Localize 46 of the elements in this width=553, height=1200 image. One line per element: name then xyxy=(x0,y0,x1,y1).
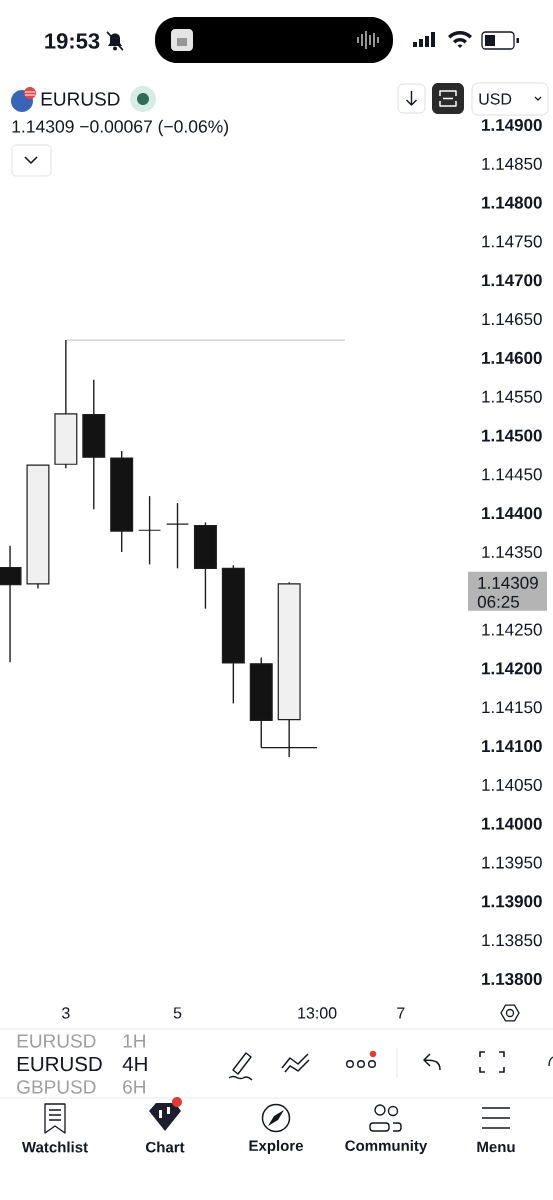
y-tick-label: 1.13950 xyxy=(482,856,542,869)
candlestick xyxy=(138,495,162,566)
text: Explore xyxy=(249,1139,303,1154)
text: GBPUSD xyxy=(17,1080,96,1094)
y-tick-label: 1.14100 xyxy=(482,740,542,753)
text: 06:25 xyxy=(477,595,520,608)
y-tick-label: 1.14850 xyxy=(482,157,542,170)
text: 6H xyxy=(123,1080,145,1094)
y-tick-label: 1.14400 xyxy=(482,507,542,520)
y-tick-label: 1.14250 xyxy=(482,623,542,636)
text: USD xyxy=(479,93,512,105)
y-tick-label: 1.14500 xyxy=(482,429,542,442)
y-tick-label: 1.14150 xyxy=(482,701,542,714)
y-tick-label: 1.14000 xyxy=(482,817,542,830)
y-tick-label: 1.14450 xyxy=(482,468,542,481)
text: EURUSD xyxy=(17,1034,96,1048)
text: 1H xyxy=(123,1034,145,1048)
y-tick-label: 1.14900 xyxy=(482,118,542,132)
text: EURUSD xyxy=(17,1056,102,1072)
text: Community xyxy=(345,1139,428,1154)
y-tick-label: 1.14650 xyxy=(482,313,542,326)
y-tick-label: 1.14350 xyxy=(482,545,542,559)
y-tick-label: 1.14200 xyxy=(482,662,542,675)
text: 19:53 xyxy=(45,33,100,49)
y-tick-label: 1.13900 xyxy=(482,895,542,908)
chart-subtitle: 1.14309 −0.00067 (−0.06%) xyxy=(12,119,229,137)
y-tick-label: 1.13850 xyxy=(482,934,542,947)
y-tick-label: 1.13800 xyxy=(482,972,542,986)
y-tick-label: 1.14600 xyxy=(482,351,542,364)
text: 4H xyxy=(122,1056,147,1072)
candlestick xyxy=(166,502,189,569)
candlestick xyxy=(0,545,22,663)
x-tick-label: 7 xyxy=(397,1007,405,1019)
chart-title: EURUSD xyxy=(41,92,120,106)
text: Watchlist xyxy=(21,1141,88,1153)
text: Chart xyxy=(146,1141,185,1153)
x-tick-label: 5 xyxy=(173,1007,182,1019)
x-tick-label: 3 xyxy=(62,1007,70,1019)
y-tick-label: 1.14550 xyxy=(482,390,542,403)
text: Menu xyxy=(477,1141,515,1153)
y-tick-label: 1.14800 xyxy=(482,196,542,209)
y-tick-label: 1.14700 xyxy=(482,274,542,287)
y-tick-label: 1.14050 xyxy=(482,778,542,791)
y-tick-label: 1.14750 xyxy=(482,235,542,248)
x-tick-label: 13:00 xyxy=(298,1007,337,1019)
text: 1.14309 xyxy=(478,576,538,589)
